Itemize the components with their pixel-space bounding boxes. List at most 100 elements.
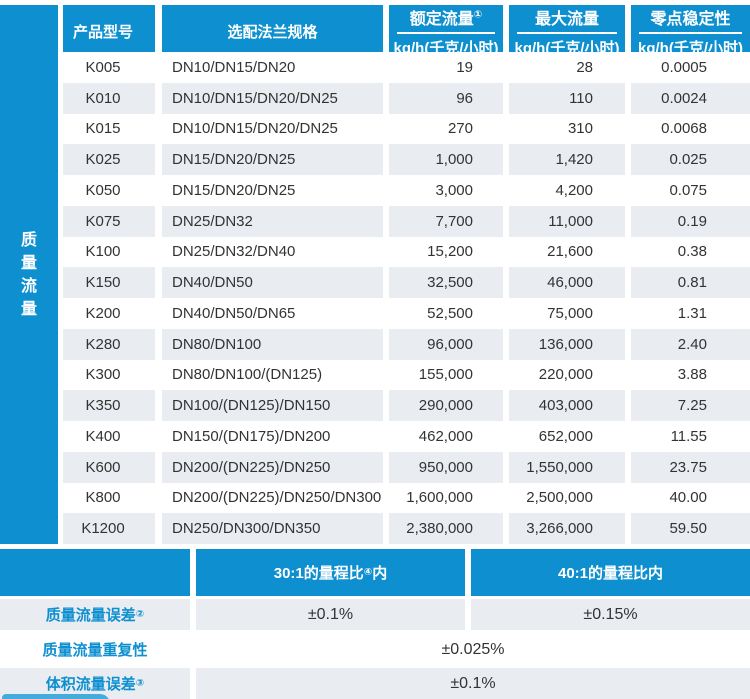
flange-cell: DN80/DN100	[162, 328, 383, 360]
max-flow-title: 最大流量	[534, 11, 599, 28]
table-row: K800 DN200/(DN225)/DN250/DN300 1,600,000…	[63, 482, 750, 514]
table-row: K010 DN10/DN15/DN20/DN25 96 110 0.0024	[63, 82, 750, 114]
model-cell: K300	[63, 359, 155, 391]
model-cell: K400	[63, 421, 155, 452]
table-row: K050 DN15/DN20/DN25 3,000 4,200 0.075	[63, 175, 750, 206]
table-row: K015 DN10/DN15/DN20/DN25 270 310 0.0068	[63, 113, 750, 145]
max-cell: 652,000	[509, 421, 625, 452]
header-zero-stability: 零点稳定性 kg/h(千克/小时)	[631, 5, 750, 58]
max-cell: 4,200	[509, 175, 625, 206]
rated-cell: 15,200	[389, 236, 503, 268]
rated-cell: 1,000	[389, 144, 503, 175]
table-row: K600 DN200/(DN225)/DN250 950,000 1,550,0…	[63, 451, 750, 483]
turndown-30-1-text: 30:1的量程比	[273, 565, 364, 582]
turndown-40-1-header: 40:1的量程比内	[471, 549, 750, 596]
turndown-ratio-header-row: 30:1的量程比 ④ 内 40:1的量程比内	[0, 549, 750, 596]
volume-flow-error-text: 体积流量误差	[45, 676, 136, 693]
max-cell: 28	[509, 52, 625, 83]
table-row: K005 DN10/DN15/DN20 19 28 0.0005	[63, 52, 750, 83]
zero-cell: 59.50	[631, 513, 750, 544]
mass-flow-error-value-30: ±0.1%	[196, 599, 465, 630]
max-cell: 11,000	[509, 205, 625, 237]
zero-cell: 2.40	[631, 328, 750, 360]
mass-flow-error-text: 质量流量误差	[45, 607, 136, 624]
model-cell: K1200	[63, 513, 155, 544]
zero-cell: 1.31	[631, 298, 750, 329]
max-cell: 75,000	[509, 298, 625, 329]
rated-cell: 155,000	[389, 359, 503, 391]
model-cell: K280	[63, 328, 155, 360]
zero-cell: 40.00	[631, 482, 750, 514]
rated-cell: 290,000	[389, 390, 503, 421]
max-cell: 403,000	[509, 390, 625, 421]
flange-cell: DN25/DN32	[162, 205, 383, 237]
rated-cell: 32,500	[389, 267, 503, 298]
rated-flow-title: 额定流量	[409, 11, 474, 28]
max-cell: 2,500,000	[509, 482, 625, 514]
flange-cell: DN100/(DN125)/DN150	[162, 390, 383, 421]
flange-cell: DN200/(DN225)/DN250/DN300	[162, 482, 383, 514]
mass-flow-error-row: 质量流量误差 ② ±0.1% ±0.15%	[0, 599, 750, 630]
max-cell: 3,266,000	[509, 513, 625, 544]
rated-cell: 19	[389, 52, 503, 83]
table-row: K350 DN100/(DN125)/DN150 290,000 403,000…	[63, 390, 750, 421]
table-row: K280 DN80/DN100 96,000 136,000 2.40	[63, 328, 750, 360]
table-row: K400 DN150/(DN175)/DN200 462,000 652,000…	[63, 421, 750, 452]
header-rated-flow: 额定流量① kg/h(千克/小时)	[389, 5, 503, 58]
flange-cell: DN15/DN20/DN25	[162, 175, 383, 206]
max-cell: 310	[509, 113, 625, 145]
zero-cell: 0.025	[631, 144, 750, 175]
max-cell: 1,550,000	[509, 451, 625, 483]
model-cell: K025	[63, 144, 155, 175]
zero-cell: 3.88	[631, 359, 750, 391]
model-cell: K150	[63, 267, 155, 298]
model-cell: K005	[63, 52, 155, 83]
turndown-30-1-header: 30:1的量程比 ④ 内	[196, 549, 465, 596]
model-cell: K600	[63, 451, 155, 483]
model-cell: K015	[63, 113, 155, 145]
mass-flow-error-value-40: ±0.15%	[471, 599, 750, 630]
max-cell: 21,600	[509, 236, 625, 268]
flange-cell: DN200/(DN225)/DN250	[162, 451, 383, 483]
footnote-2-marker: ②	[135, 609, 145, 620]
model-cell: K075	[63, 205, 155, 237]
zero-cell: 0.0005	[631, 52, 750, 83]
spec-table: 产品型号 选配法兰规格 额定流量① kg/h(千克/小时) 最大流量 kg/h(…	[63, 5, 750, 544]
rated-cell: 52,500	[389, 298, 503, 329]
mass-flow-repeatability-value: ±0.025%	[441, 640, 505, 658]
turndown-30-1-suffix: 内	[372, 565, 388, 582]
flange-cell: DN40/DN50/DN65	[162, 298, 383, 329]
max-cell: 1,420	[509, 144, 625, 175]
zero-cell: 0.81	[631, 267, 750, 298]
turndown-header-empty-cell	[0, 549, 190, 596]
zero-cell: 7.25	[631, 390, 750, 421]
header-product-model: 产品型号	[63, 5, 155, 58]
flange-cell: DN40/DN50	[162, 267, 383, 298]
model-cell: K800	[63, 482, 155, 514]
table-row: K150 DN40/DN50 32,500 46,000 0.81	[63, 267, 750, 298]
max-cell: 110	[509, 82, 625, 114]
rated-cell: 950,000	[389, 451, 503, 483]
flange-cell: DN15/DN20/DN25	[162, 144, 383, 175]
footnote-3-marker: ③	[135, 678, 145, 689]
rated-cell: 2,380,000	[389, 513, 503, 544]
accuracy-section: 30:1的量程比 ④ 内 40:1的量程比内 质量流量误差 ② ±0.1% ±0.15…	[0, 549, 750, 699]
max-cell: 220,000	[509, 359, 625, 391]
zero-cell: 0.0068	[631, 113, 750, 145]
flange-cell: DN10/DN15/DN20/DN25	[162, 82, 383, 114]
mass-flow-repeatability-label: 质量流量重复性	[42, 642, 148, 659]
footnote-4-marker: ④	[363, 567, 373, 578]
mass-flow-error-label: 质量流量误差 ②	[0, 599, 190, 630]
flange-cell: DN10/DN15/DN20	[162, 52, 383, 83]
mass-flow-vertical-label: 质量流量	[20, 231, 37, 318]
flange-cell: DN80/DN100/(DN125)	[162, 359, 383, 391]
volume-flow-error-row: 体积流量误差 ③ ±0.1%	[0, 668, 750, 699]
model-cell: K200	[63, 298, 155, 329]
table-row: K100 DN25/DN32/DN40 15,200 21,600 0.38	[63, 236, 750, 268]
volume-flow-error-value: ±0.1%	[196, 668, 750, 699]
rated-cell: 270	[389, 113, 503, 145]
max-cell: 46,000	[509, 267, 625, 298]
model-cell: K100	[63, 236, 155, 268]
footnote-1-marker: ①	[473, 9, 483, 21]
